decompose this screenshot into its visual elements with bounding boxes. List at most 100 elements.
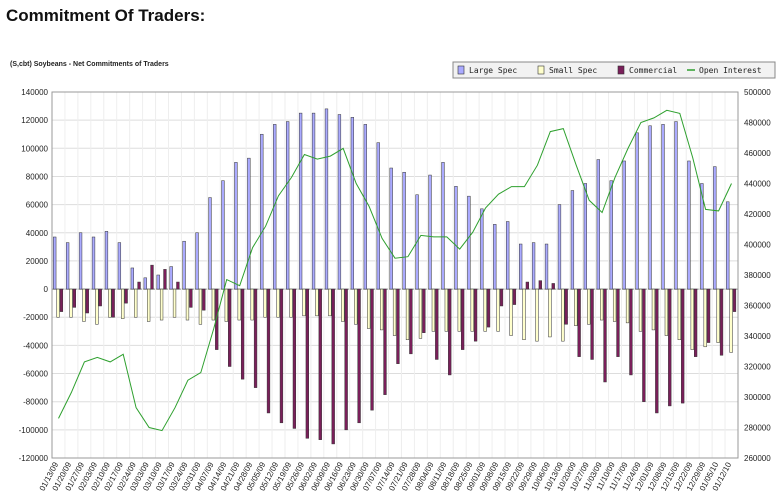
bar-small-spec: [548, 288, 552, 338]
bar-commercial: [525, 281, 530, 290]
bar-small-spec: [561, 288, 565, 342]
line-open-interest: [58, 109, 732, 432]
bar-commercial: [59, 288, 64, 312]
bar-large-spec: [350, 117, 355, 290]
bar-large-spec: [622, 160, 626, 290]
y2-tick-label: 260000: [744, 454, 771, 463]
bar-commercial: [124, 288, 128, 304]
bar-commercial: [111, 288, 115, 318]
bar-small-spec: [574, 288, 578, 326]
bar-small-spec: [431, 288, 436, 332]
bar-commercial: [202, 288, 206, 311]
bar-small-spec: [677, 288, 681, 341]
bar-large-spec: [195, 232, 199, 290]
bar-large-spec: [298, 112, 303, 290]
bar-commercial: [577, 288, 581, 357]
bar-small-spec: [612, 288, 617, 322]
bar-large-spec: [648, 125, 652, 290]
bar-small-spec: [302, 288, 306, 317]
bar-small-spec: [121, 288, 125, 319]
bar-commercial: [422, 288, 426, 333]
bar-large-spec: [389, 167, 393, 290]
y-tick-label: -40000: [23, 341, 48, 350]
bar-large-spec: [506, 221, 510, 290]
bar-commercial: [344, 288, 348, 431]
bar-small-spec: [250, 288, 254, 321]
bar-small-spec: [354, 288, 358, 325]
chart-title: (S,cbt) Soybeans - Net Commitments of Tr…: [10, 61, 169, 68]
bar-small-spec: [535, 288, 539, 342]
bar-small-spec: [367, 288, 371, 329]
bar-small-spec: [379, 288, 384, 331]
bar-large-spec: [286, 121, 290, 290]
bar-large-spec: [324, 108, 329, 290]
bar-small-spec: [56, 288, 60, 318]
bar-small-spec: [341, 288, 345, 322]
bar-commercial: [473, 288, 478, 342]
bar-large-spec: [700, 183, 704, 290]
bar-commercial: [512, 288, 517, 305]
bar-small-spec: [185, 288, 190, 321]
bar-large-spec: [583, 183, 587, 290]
bar-large-spec: [311, 112, 316, 290]
bar-small-spec: [716, 288, 720, 343]
y2-tick-label: 500000: [744, 88, 771, 97]
bar-large-spec: [609, 180, 613, 290]
bar-commercial: [266, 288, 271, 414]
bar-large-spec: [596, 159, 600, 290]
y2-tick-label: 300000: [744, 393, 771, 402]
bar-commercial: [694, 288, 698, 357]
legend-label: Commercial: [629, 66, 677, 75]
bar-large-spec: [428, 174, 432, 290]
y2-tick-label: 340000: [744, 332, 771, 341]
bar-commercial: [240, 288, 245, 380]
y2-tick-label: 460000: [744, 149, 771, 158]
bar-commercial: [461, 288, 465, 350]
bar-small-spec: [69, 288, 73, 318]
y2-tick-label: 440000: [744, 180, 771, 189]
bar-large-spec: [156, 274, 160, 290]
y2-tick-label: 280000: [744, 424, 771, 433]
bar-large-spec: [337, 114, 342, 290]
bar-small-spec: [237, 288, 241, 321]
bar-small-spec: [289, 288, 293, 318]
bar-small-spec: [509, 288, 513, 336]
bar-commercial: [629, 288, 633, 376]
y2-tick-label: 380000: [744, 271, 771, 280]
page-heading: Commitment Of Traders:: [6, 6, 206, 25]
bar-large-spec: [402, 171, 406, 290]
bar-small-spec: [211, 288, 215, 321]
bar-small-spec: [690, 288, 694, 350]
bar-commercial: [551, 283, 555, 290]
bar-commercial: [590, 288, 594, 360]
bar-commercial: [253, 288, 258, 388]
bar-small-spec: [82, 288, 86, 322]
bar-commercial: [486, 288, 491, 328]
bar-commercial: [668, 288, 672, 407]
legend-label: Large Spec: [469, 66, 517, 75]
y-tick-label: 140000: [21, 88, 48, 97]
bar-commercial: [189, 288, 193, 308]
bar-commercial: [228, 288, 232, 367]
y-tick-label: -100000: [19, 426, 49, 435]
bar-small-spec: [172, 288, 177, 318]
bar-large-spec: [104, 231, 109, 290]
bar-large-spec: [454, 186, 458, 290]
bar-commercial: [357, 288, 361, 424]
bar-small-spec: [405, 288, 410, 341]
bar-commercial: [370, 288, 374, 411]
bar-large-spec: [221, 180, 225, 290]
bar-commercial: [409, 288, 413, 355]
legend-label: Small Spec: [549, 66, 597, 75]
plot-area: [52, 92, 738, 458]
bar-large-spec: [557, 204, 562, 290]
bar-large-spec: [519, 243, 523, 290]
y-tick-label: -80000: [23, 398, 48, 407]
bar-small-spec: [328, 288, 332, 317]
bar-large-spec: [130, 267, 134, 290]
bar-small-spec: [224, 288, 228, 322]
bar-large-spec: [117, 242, 122, 290]
bar-large-spec: [661, 124, 665, 290]
y-tick-label: 80000: [26, 172, 49, 181]
